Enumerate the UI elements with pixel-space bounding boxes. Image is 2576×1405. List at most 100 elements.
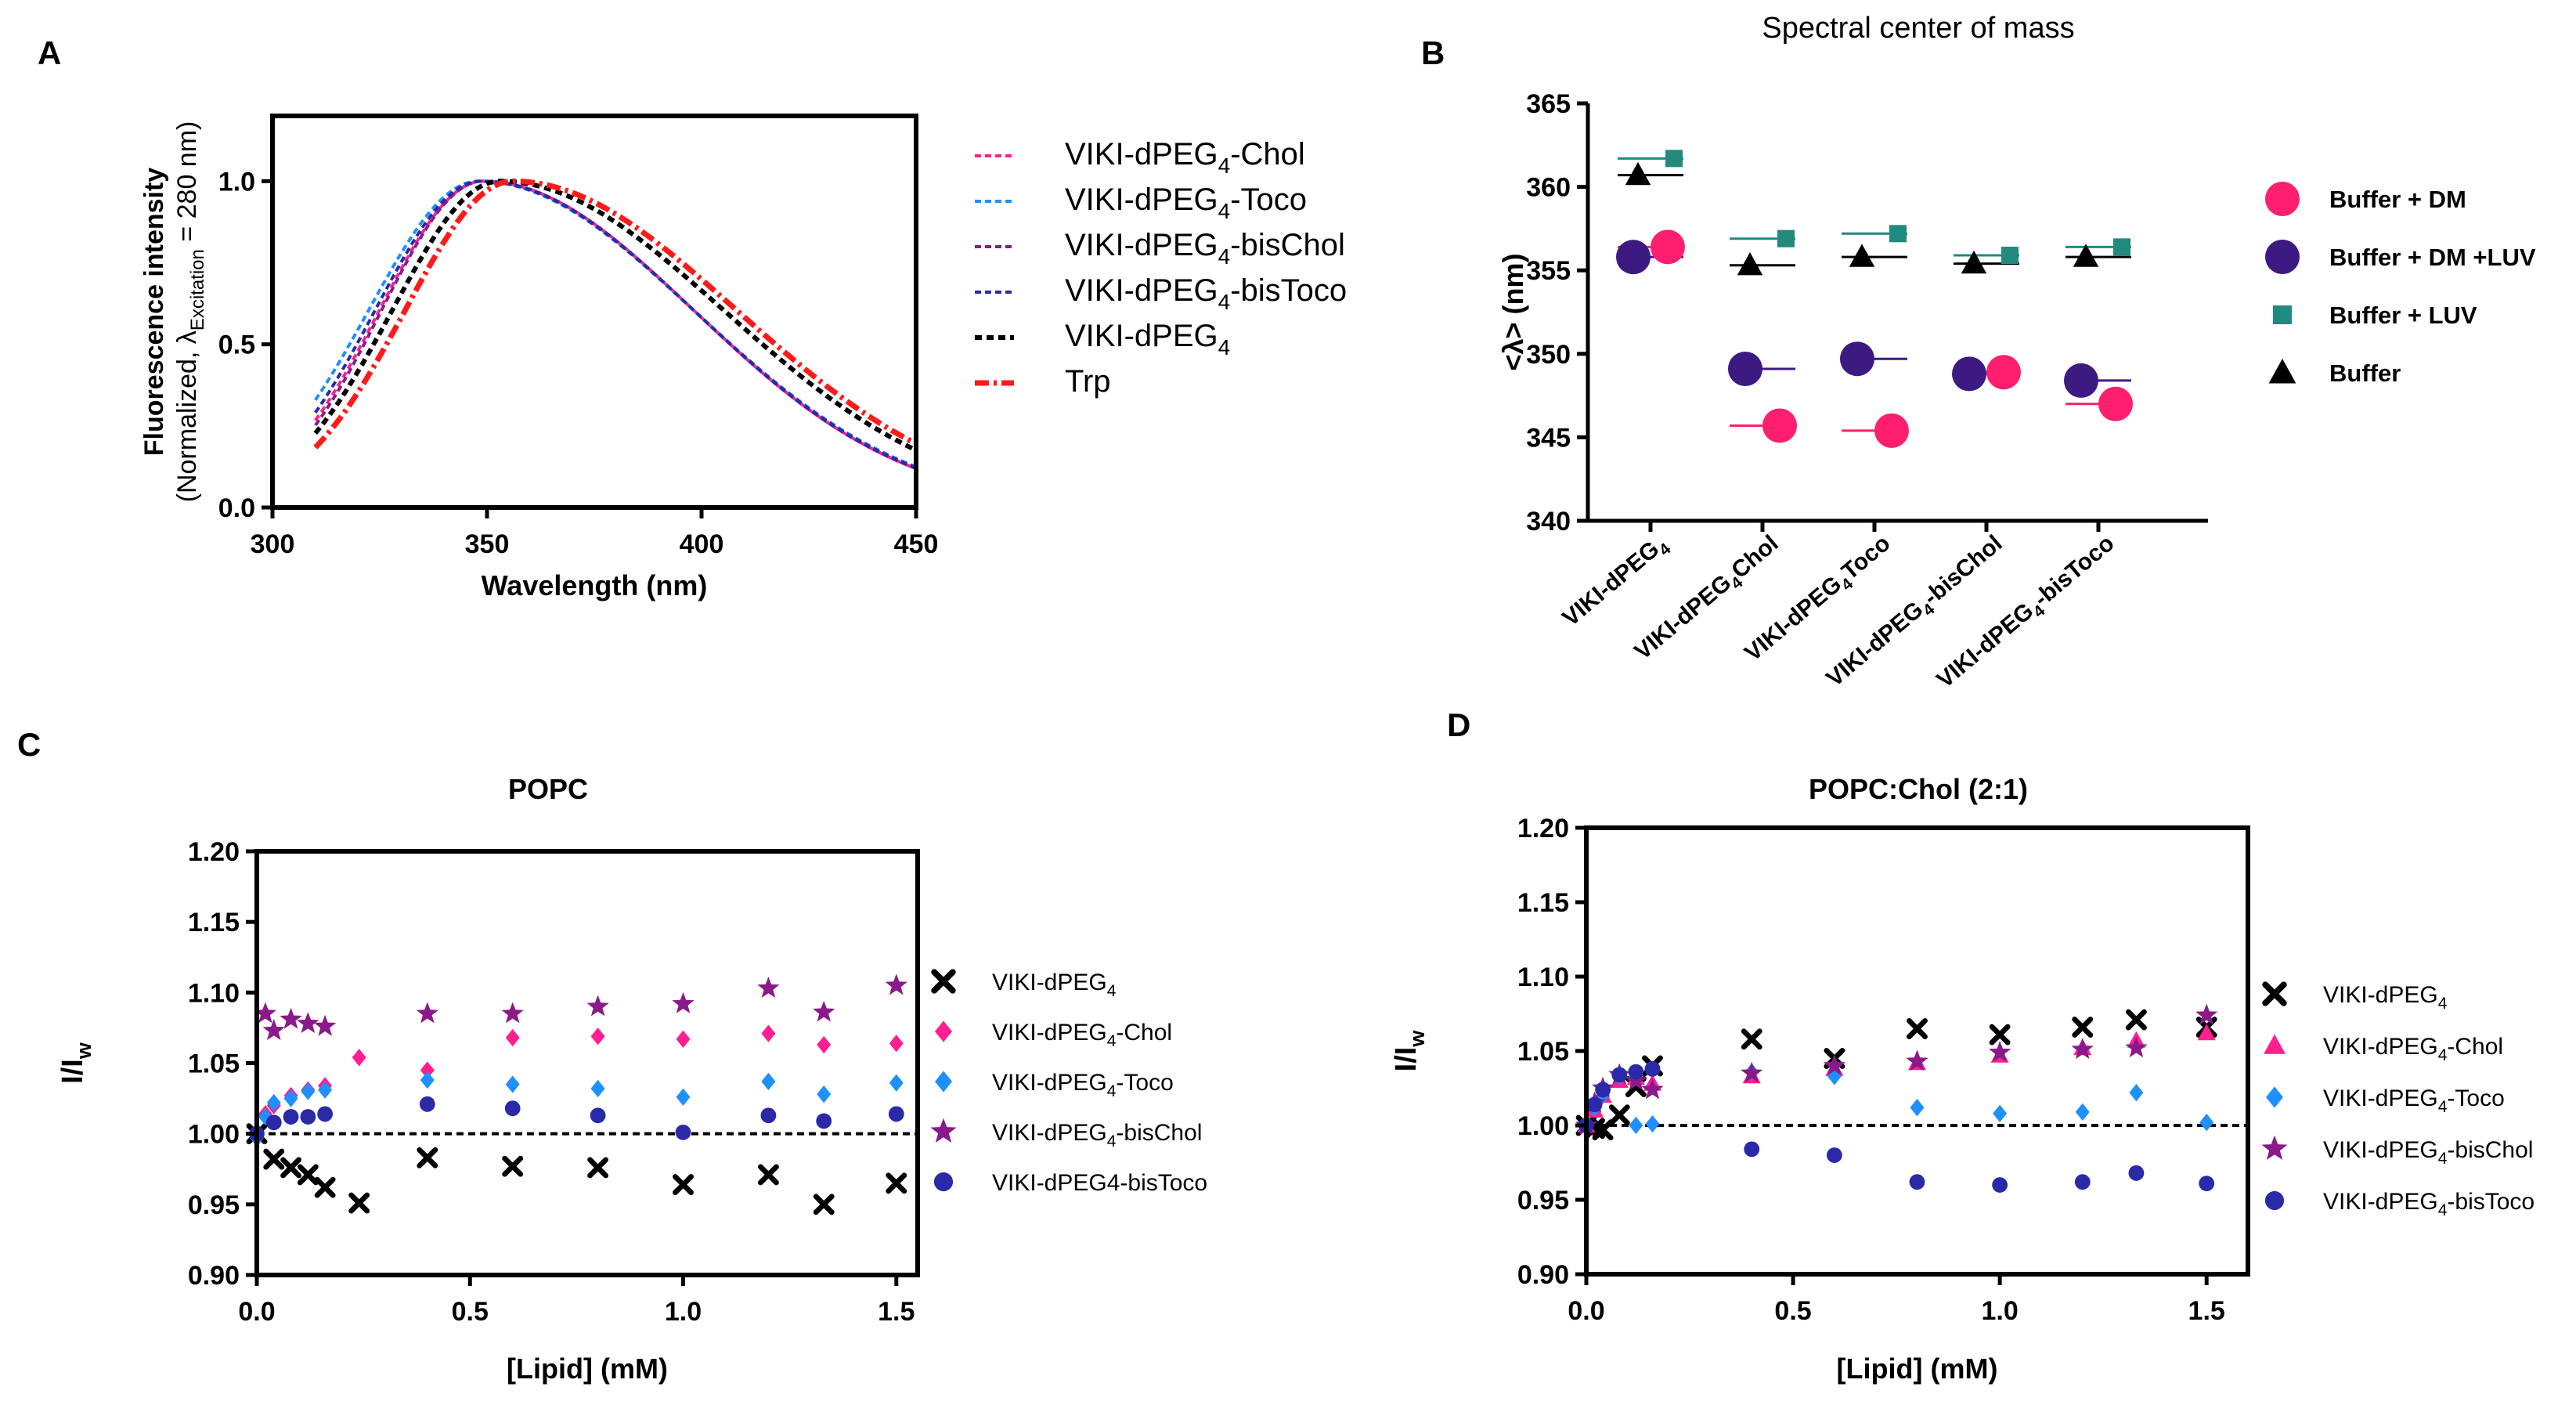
point-bisToco (760, 1107, 777, 1124)
legend-marker-dmLuv (2265, 240, 2300, 274)
text-part: VIKI-dPEG (992, 1120, 1107, 1146)
y-tick-label: 0.5 (218, 330, 255, 360)
point-bisToco (1826, 1147, 1842, 1163)
point-toco (420, 1071, 435, 1089)
text-part: VIKI-dPEG (992, 1070, 1107, 1096)
panel-label: B (1421, 34, 1445, 71)
point-bisChol (416, 1002, 438, 1024)
point-bisChol (262, 1019, 285, 1041)
y-tick-label: 1.05 (188, 1049, 240, 1079)
axes: 300 350 400 450 0.0 0.5 1.0 Wavelength (nm) Fluo… (139, 121, 938, 601)
legend-marker-toco (2266, 1086, 2283, 1108)
chart-title: Spectral center of mass (1762, 12, 2074, 45)
point-bisToco (675, 1124, 691, 1140)
point-toco (505, 1075, 520, 1093)
axes: 0.0 0.5 1.0 1.5 0.90 0.95 1.00 1.05 1.10 1.15 1.20… (1390, 814, 2225, 1385)
point-dpeg (813, 1194, 835, 1215)
legend-marker-chol (935, 1020, 952, 1042)
panel-d: D POPC:Chol (2:1) 0.0 0.5 1.0 1.5 0.90 0.95 1.00… (1390, 706, 2535, 1385)
legend-marker-bisChol (2261, 1135, 2288, 1160)
point-bisChol (1625, 1069, 1647, 1090)
subscript-text: w (1405, 1030, 1429, 1048)
text-part: VIKI-dPEG (1740, 571, 1846, 666)
point-bisToco (1909, 1174, 1925, 1190)
legend-marker-bisChol (930, 1118, 957, 1143)
legend-label-chol: VIKI-dPEG4-Chol (992, 1020, 1172, 1050)
point-bisToco (1744, 1141, 1760, 1158)
x-tick-label: 300 (251, 529, 295, 559)
text-part: VIKI-dPEG (2323, 1189, 2438, 1215)
legend-label-dmLuv: Buffer + DM +LUV (2329, 244, 2536, 271)
point-bisChol (297, 1012, 319, 1033)
point-dmLuv (1840, 341, 1874, 377)
legend-label-dpeg: VIKI-dPEG4 (2323, 982, 2448, 1013)
text-part: VIKI-dPEG (1065, 273, 1218, 308)
point-bisChol (672, 991, 695, 1013)
point-bisChol (586, 995, 609, 1017)
legend-label-trp: Trp (1065, 364, 1111, 399)
series-line-bisChol (314, 179, 917, 471)
point-bisChol (757, 977, 780, 998)
point-dpeg (587, 1157, 609, 1179)
point-bisToco (888, 1106, 904, 1122)
point-toco (258, 1107, 272, 1126)
chart-title: POPC:Chol (2:1) (1809, 773, 2028, 805)
plot-area (313, 178, 918, 471)
point-toco (2075, 1103, 2090, 1121)
point-bisChol (1989, 1041, 2011, 1062)
legend-label-dpeg: VIKI-dPEG4 (1065, 319, 1230, 359)
point-dm (1986, 355, 2021, 390)
point-toco (889, 1074, 904, 1092)
point-bisToco (1586, 1096, 1603, 1113)
legend-label-chol: VIKI-dPEG4-Chol (2323, 1034, 2503, 1064)
subscript-text: 4 (2438, 995, 2448, 1013)
point-bisChol (1823, 1054, 1845, 1075)
point-bisChol (254, 1002, 276, 1024)
point-toco (1645, 1114, 1660, 1133)
legend-marker-dpeg (2262, 981, 2287, 1006)
legend-label-luv: Buffer + LUV (2329, 302, 2477, 329)
point-dpeg (417, 1147, 438, 1168)
point-buffer (1737, 252, 1763, 276)
point-bisChol (2125, 1036, 2148, 1058)
text-part: VIKI-dPEG4-bisToco (992, 1170, 1207, 1196)
y-tick-label: 1.15 (188, 908, 240, 937)
point-dpeg (2125, 1009, 2147, 1031)
point-toco (817, 1085, 832, 1103)
point-buffer (1961, 250, 1987, 274)
point-bisToco (2128, 1165, 2145, 1181)
legend-label-toco: VIKI-dPEG4-Toco (1065, 182, 1307, 223)
point-bisToco (2074, 1174, 2091, 1190)
text-part: -Chol (2447, 1034, 2503, 1060)
x-tick-label: 1.0 (665, 1297, 702, 1327)
legend-label-dm: Buffer + DM (2329, 186, 2466, 213)
text-part: -Toco (2447, 1085, 2504, 1111)
subscript-text: 4 (1218, 290, 1231, 314)
text-part: -Chol (1230, 137, 1305, 172)
panel-label: D (1447, 706, 1470, 743)
point-luv (2113, 238, 2130, 256)
text-part: VIKI-dPEG (1065, 137, 1218, 172)
point-toco (761, 1072, 776, 1091)
y-tick-label: 1.00 (188, 1120, 240, 1150)
legend-label-bisToco: VIKI-dPEG4-bisToco (1065, 273, 1347, 314)
y-tick-label: 1.20 (1517, 814, 1569, 843)
point-toco (1629, 1116, 1643, 1135)
y-tick-label: 0.90 (1517, 1260, 1569, 1290)
point-dm (1651, 229, 1685, 265)
legend: VIKI-dPEG4VIKI-dPEG4-CholVIKI-dPEG4-Toco… (2261, 981, 2535, 1219)
point-dmLuv (1728, 351, 1762, 386)
subscript-text: 4 (1218, 154, 1231, 178)
x-tick-label: 0.5 (1774, 1296, 1811, 1326)
text-part: VIKI-dPEG (992, 970, 1107, 995)
legend-label-bisChol: VIKI-dPEG4-bisChol (992, 1120, 1202, 1150)
point-toco (2199, 1114, 2214, 1132)
plot-area (246, 973, 918, 1215)
series-line-bisToco (314, 179, 917, 469)
x-tick-label: 0.5 (452, 1297, 489, 1327)
panel-c: C POPC 0.0 0.5 1.0 1.5 0.90 0.95 1.00 1.05 1.10 1.1… (17, 726, 1207, 1385)
point-toco (2129, 1084, 2144, 1102)
point-dpeg (348, 1192, 370, 1214)
text-part: VIKI-dPEG (1065, 319, 1218, 353)
